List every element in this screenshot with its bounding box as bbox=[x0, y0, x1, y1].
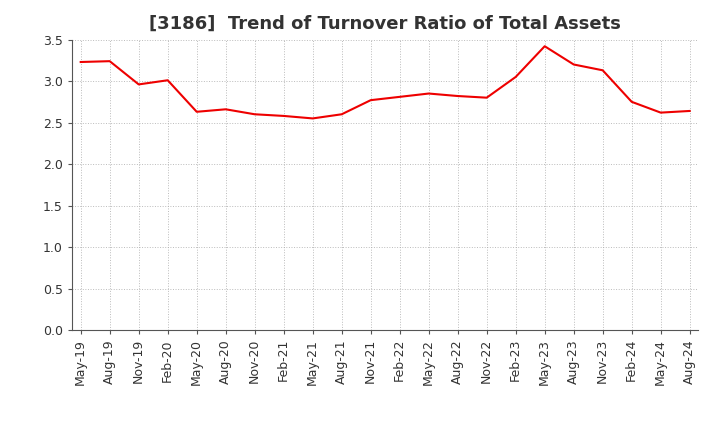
Title: [3186]  Trend of Turnover Ratio of Total Assets: [3186] Trend of Turnover Ratio of Total … bbox=[149, 15, 621, 33]
